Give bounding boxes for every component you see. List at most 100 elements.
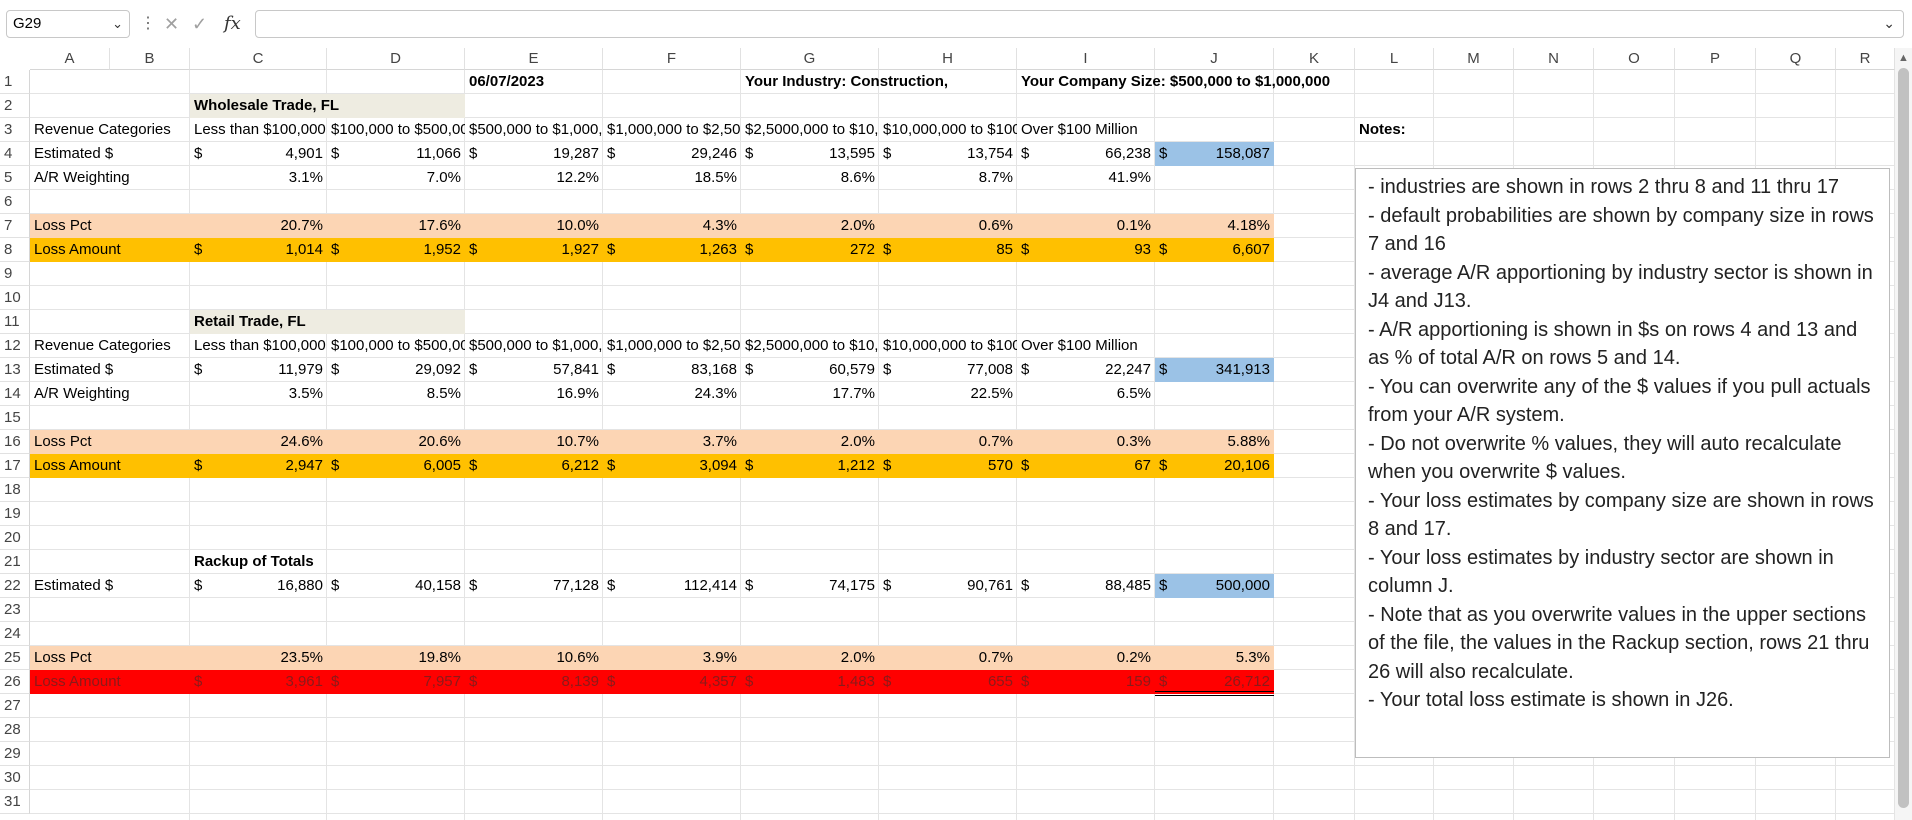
loss-amount-value[interactable]: 159 [1125,673,1151,690]
estimated-value[interactable]: 60,579 [829,361,875,378]
loss-amount-label[interactable]: Loss Amount [34,457,121,474]
estimated-value[interactable]: 4,901 [285,145,323,162]
weighting-value[interactable]: 16.9% [556,385,599,402]
loss-amount-value[interactable]: 1,927 [561,241,599,258]
loss-amount-value[interactable]: 1,014 [285,241,323,258]
loss-pct-label[interactable]: Loss Pct [34,217,92,234]
column-header-c[interactable]: C [190,48,327,70]
row-header-8[interactable]: 8 [0,238,30,262]
weighting-value[interactable]: 8.7% [978,169,1013,186]
weighting-value[interactable]: 22.5% [970,385,1013,402]
row-header-13[interactable]: 13 [0,358,30,382]
row-header-6[interactable]: 6 [0,190,30,214]
column-header-m[interactable]: M [1434,48,1514,70]
loss-amount-value[interactable]: 67 [1134,457,1151,474]
row-header-10[interactable]: 10 [0,286,30,310]
estimated-value[interactable]: 74,175 [829,577,875,594]
estimated-value[interactable]: 341,913 [1215,361,1270,378]
weighting-value[interactable]: 6.5% [1116,385,1151,402]
loss-amount-value[interactable]: 8,139 [561,673,599,690]
chevron-down-icon[interactable]: ⌄ [112,16,123,31]
loss-pct-value[interactable]: 0.6% [978,217,1013,234]
section-title[interactable]: Wholesale Trade, FL [194,97,340,114]
revenue-categories-label[interactable]: Revenue Categories [34,337,171,354]
column-header-k[interactable]: K [1274,48,1355,70]
estimated-value[interactable]: 22,247 [1105,361,1151,378]
expand-formula-icon[interactable]: ⌄ [1883,15,1895,31]
category-header[interactable]: $100,000 to $500,000 [331,121,465,138]
estimated-value[interactable]: 88,485 [1105,577,1151,594]
column-header-i[interactable]: I [1017,48,1155,70]
weighting-value[interactable]: 8.6% [840,169,875,186]
loss-pct-value[interactable]: 2.0% [840,433,875,450]
loss-pct-value[interactable]: 4.18% [1227,217,1270,234]
row-header-22[interactable]: 22 [0,574,30,598]
row-header-1[interactable]: 1 [0,70,30,94]
formula-input[interactable]: ⌄ [255,10,1904,38]
notes-label[interactable]: Notes: [1359,121,1406,138]
row-header-7[interactable]: 7 [0,214,30,238]
row-header-16[interactable]: 16 [0,430,30,454]
loss-amount-value[interactable]: 7,957 [423,673,461,690]
loss-amount-value[interactable]: 85 [996,241,1013,258]
row-header-14[interactable]: 14 [0,382,30,406]
estimated-value[interactable]: 77,128 [553,577,599,594]
loss-amount-label[interactable]: Loss Amount [34,673,121,690]
column-header-g[interactable]: G [741,48,879,70]
loss-amount-value[interactable]: 655 [987,673,1013,690]
weighting-value[interactable]: 7.0% [426,169,461,186]
estimated-value[interactable]: 40,158 [415,577,461,594]
column-header-n[interactable]: N [1514,48,1594,70]
estimated-value[interactable]: 90,761 [967,577,1013,594]
date-header[interactable]: 06/07/2023 [469,73,545,90]
estimated-value[interactable]: 13,595 [829,145,875,162]
row-header-29[interactable]: 29 [0,742,30,766]
estimated-value[interactable]: 500,000 [1215,577,1270,594]
category-header[interactable]: $1,000,000 to $2,500,000 [607,121,741,138]
row-header-30[interactable]: 30 [0,766,30,790]
loss-pct-value[interactable]: 19.8% [418,649,461,666]
loss-amount-value[interactable]: 3,094 [699,457,737,474]
estimated-label[interactable]: Estimated $ [34,145,114,162]
column-header-d[interactable]: D [327,48,465,70]
weighting-value[interactable]: 24.3% [694,385,737,402]
column-header-e[interactable]: E [465,48,603,70]
loss-amount-value[interactable]: 1,483 [837,673,875,690]
loss-pct-value[interactable]: 0.2% [1116,649,1151,666]
column-header-f[interactable]: F [603,48,741,70]
loss-amount-value[interactable]: 1,212 [837,457,875,474]
weighting-value[interactable]: 12.2% [556,169,599,186]
loss-pct-value[interactable]: 0.1% [1116,217,1151,234]
ar-weighting-label[interactable]: A/R Weighting [34,385,130,402]
estimated-value[interactable]: 112,414 [683,577,737,594]
weighting-value[interactable]: 8.5% [426,385,461,402]
row-header-28[interactable]: 28 [0,718,30,742]
loss-pct-value[interactable]: 3.9% [702,649,737,666]
category-header[interactable]: $10,000,000 to $100,000,000 [883,337,1017,354]
category-header[interactable]: $100,000 to $500,000 [331,337,465,354]
row-header-17[interactable]: 17 [0,454,30,478]
loss-pct-value[interactable]: 20.6% [418,433,461,450]
row-header-23[interactable]: 23 [0,598,30,622]
row-header-19[interactable]: 19 [0,502,30,526]
estimated-label[interactable]: Estimated $ [34,361,114,378]
loss-amount-value[interactable]: 6,005 [423,457,461,474]
estimated-label[interactable]: Estimated $ [34,577,114,594]
weighting-value[interactable]: 41.9% [1108,169,1151,186]
column-header-o[interactable]: O [1594,48,1675,70]
ar-weighting-label[interactable]: A/R Weighting [34,169,130,186]
loss-pct-label[interactable]: Loss Pct [34,433,92,450]
section-title[interactable]: Rackup of Totals [194,553,314,570]
row-header-15[interactable]: 15 [0,406,30,430]
estimated-value[interactable]: 13,754 [967,145,1013,162]
estimated-value[interactable]: 29,092 [415,361,461,378]
row-header-3[interactable]: 3 [0,118,30,142]
row-header-25[interactable]: 25 [0,646,30,670]
row-header-9[interactable]: 9 [0,262,30,286]
column-header-q[interactable]: Q [1756,48,1836,70]
loss-pct-value[interactable]: 5.3% [1235,649,1270,666]
estimated-value[interactable]: 158,087 [1215,145,1270,162]
estimated-value[interactable]: 83,168 [691,361,737,378]
weighting-value[interactable]: 3.5% [288,385,323,402]
loss-pct-value[interactable]: 2.0% [840,217,875,234]
